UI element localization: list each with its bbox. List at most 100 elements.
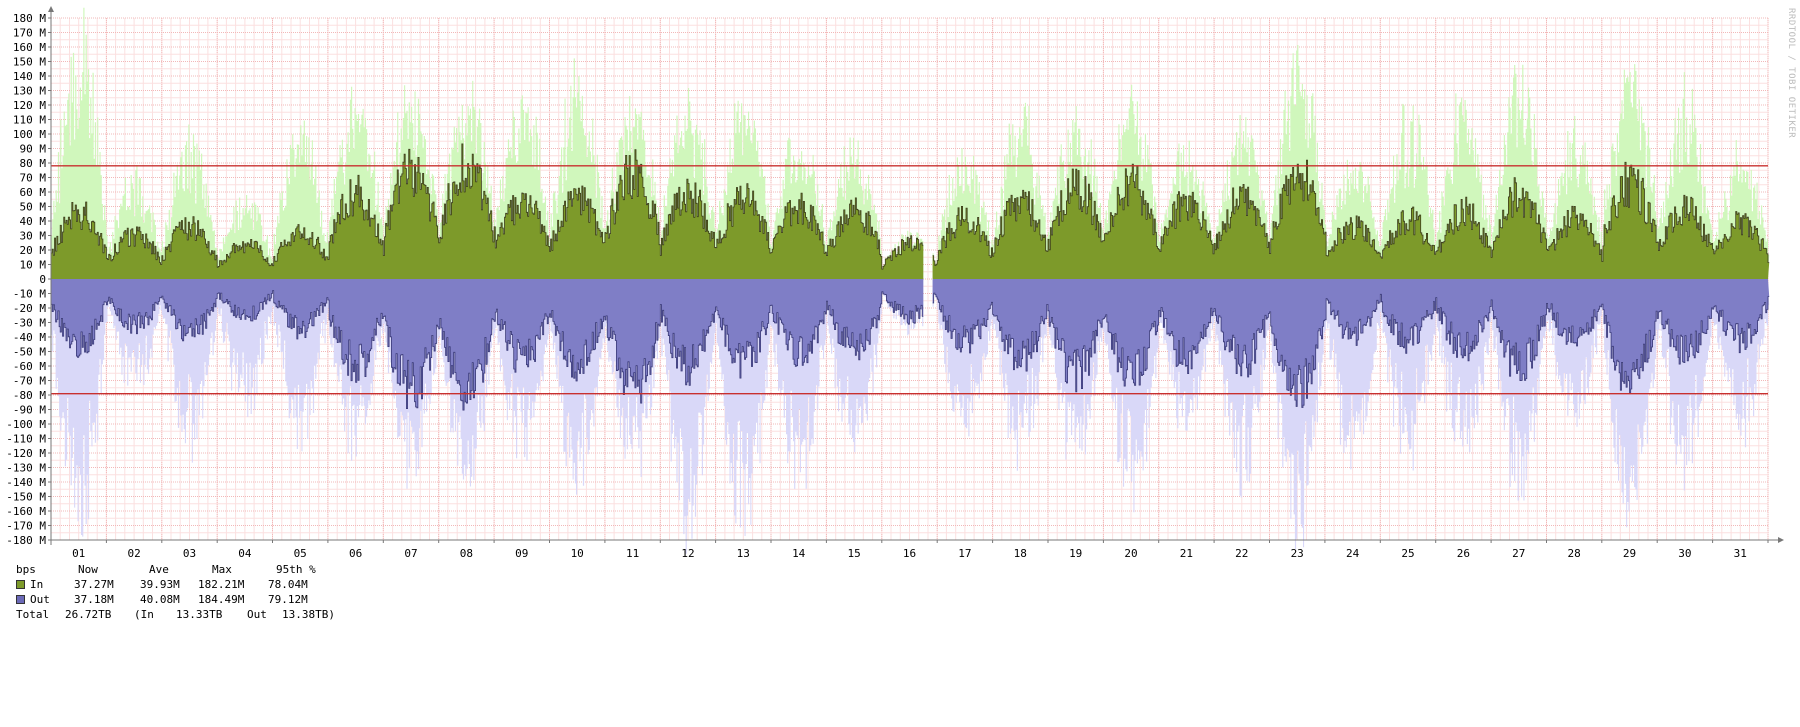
legend-total-in-value: 13.33TB — [176, 608, 223, 621]
y-tick-label: -40 M — [13, 331, 46, 344]
y-tick-label: 100 M — [13, 128, 46, 141]
y-tick-label: -170 M — [6, 520, 46, 533]
x-tick-label: 13 — [737, 547, 750, 560]
x-tick-label: 23 — [1291, 547, 1304, 560]
y-tick-label: -20 M — [13, 302, 46, 315]
chart-percentile-lines — [51, 165, 1768, 395]
x-tick-label: 04 — [238, 547, 252, 560]
y-tick-label: 10 M — [20, 259, 47, 272]
y-tick-label: -140 M — [6, 476, 46, 489]
x-tick-label: 27 — [1512, 547, 1525, 560]
y-tick-label: 30 M — [20, 230, 47, 243]
legend-out-now: 37.18M — [74, 593, 114, 606]
legend-out-ave: 40.08M — [140, 593, 180, 606]
y-tick-label: 120 M — [13, 99, 46, 112]
legend-unit: bps — [16, 563, 36, 576]
y-tick-label: 130 M — [13, 85, 46, 98]
x-tick-label: 29 — [1623, 547, 1636, 560]
legend-total-out-value: 13.38TB) — [282, 608, 335, 621]
y-tick-label: -50 M — [13, 346, 46, 359]
x-tick-label: 22 — [1235, 547, 1248, 560]
y-tick-label: -130 M — [6, 462, 46, 475]
y-tick-label: -30 M — [13, 317, 46, 330]
legend-in-ave: 39.93M — [140, 578, 180, 591]
x-tick-label: 26 — [1457, 547, 1470, 560]
legend-header: bps Now Ave Max 95th % — [16, 562, 316, 577]
legend-col-ave: Ave — [149, 563, 169, 576]
legend-swatch-out — [16, 595, 25, 604]
x-tick-label: 24 — [1346, 547, 1360, 560]
x-tick-label: 11 — [626, 547, 639, 560]
chart-legend: bps Now Ave Max 95th % In 37.27M 39.93M … — [16, 562, 335, 622]
series-out-line — [51, 290, 1770, 411]
legend-row-in: In 37.27M 39.93M 182.21M 78.04M — [16, 577, 308, 592]
legend-col-max: Max — [212, 563, 232, 576]
legend-total-value: 26.72TB — [65, 608, 112, 621]
x-tick-label: 07 — [404, 547, 417, 560]
y-tick-label: -10 M — [13, 288, 46, 301]
x-tick-label: 25 — [1401, 547, 1414, 560]
y-tick-label: 70 M — [20, 172, 47, 185]
y-tick-label: -60 M — [13, 360, 46, 373]
y-axis-arrow — [48, 6, 54, 12]
legend-col-now: Now — [78, 563, 98, 576]
y-tick-label: -110 M — [6, 433, 46, 446]
x-tick-label: 05 — [294, 547, 307, 560]
legend-in-pct: 78.04M — [268, 578, 308, 591]
series-in-line — [51, 143, 1770, 270]
y-tick-label: 40 M — [20, 215, 47, 228]
x-tick-label: 31 — [1734, 547, 1747, 560]
legend-in-now: 37.27M — [74, 578, 114, 591]
y-tick-label: -120 M — [6, 447, 46, 460]
series-in-avg-area — [51, 143, 1770, 279]
y-tick-label: 110 M — [13, 114, 46, 127]
y-tick-label: 60 M — [20, 186, 47, 199]
legend-out-pct: 79.12M — [268, 593, 308, 606]
x-tick-label: 09 — [515, 547, 528, 560]
y-tick-label: -160 M — [6, 505, 46, 518]
y-tick-label: 180 M — [13, 12, 46, 25]
x-tick-label: 16 — [903, 547, 916, 560]
y-tick-label: 20 M — [20, 244, 47, 257]
x-tick-label: 03 — [183, 547, 196, 560]
y-tick-label: 90 M — [20, 143, 47, 156]
legend-out-name: Out — [30, 593, 50, 606]
y-tick-label: 80 M — [20, 157, 47, 170]
x-tick-label: 06 — [349, 547, 362, 560]
legend-row-total: Total 26.72TB (In 13.33TB Out 13.38TB) — [16, 607, 335, 622]
series-out-avg-area — [51, 279, 1770, 411]
y-tick-label: 50 M — [20, 201, 47, 214]
y-tick-label: 0 — [39, 273, 46, 286]
legend-total-in-label: (In — [134, 608, 154, 621]
legend-out-max: 184.49M — [198, 593, 245, 606]
chart-series — [51, 7, 1770, 554]
legend-in-max: 182.21M — [198, 578, 245, 591]
y-tick-label: -150 M — [6, 491, 46, 504]
legend-swatch-in — [16, 580, 25, 589]
y-tick-label: -90 M — [13, 404, 46, 417]
y-tick-label: -70 M — [13, 375, 46, 388]
x-tick-label: 20 — [1124, 547, 1137, 560]
x-tick-label: 21 — [1180, 547, 1193, 560]
x-tick-label: 10 — [571, 547, 584, 560]
x-tick-label: 01 — [72, 547, 85, 560]
x-tick-label: 08 — [460, 547, 473, 560]
x-axis-arrow — [1778, 537, 1784, 543]
x-tick-label: 12 — [681, 547, 694, 560]
legend-row-out: Out 37.18M 40.08M 184.49M 79.12M — [16, 592, 308, 607]
legend-total-out-label: Out — [247, 608, 267, 621]
x-tick-label: 28 — [1567, 547, 1580, 560]
rrdtool-credit: RRDTOOL / TOBI OETIKER — [1786, 8, 1796, 139]
x-tick-label: 14 — [792, 547, 806, 560]
y-tick-label: -180 M — [6, 534, 46, 547]
x-tick-label: 30 — [1678, 547, 1691, 560]
y-tick-label: -80 M — [13, 389, 46, 402]
x-tick-label: 02 — [127, 547, 140, 560]
legend-in-name: In — [30, 578, 44, 591]
x-tick-label: 17 — [958, 547, 971, 560]
legend-col-pct: 95th % — [276, 563, 316, 576]
x-tick-label: 18 — [1014, 547, 1027, 560]
legend-total-label: Total — [16, 608, 50, 621]
